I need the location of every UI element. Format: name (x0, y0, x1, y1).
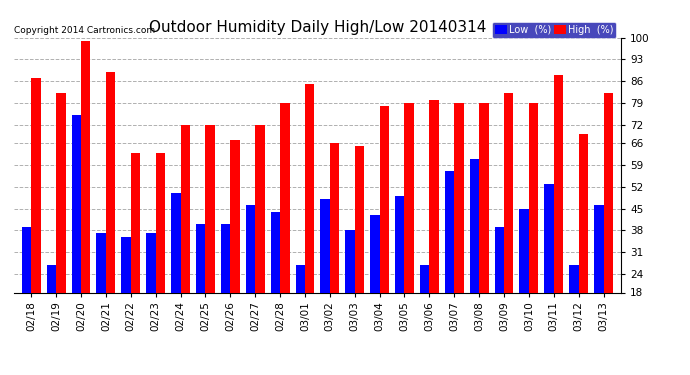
Bar (404, 103, 414, 292)
Bar (246, 206, 255, 292)
Bar (420, 264, 429, 292)
Bar (305, 84, 315, 292)
Bar (280, 103, 290, 292)
Title: Outdoor Humidity Daily High/Low 20140314: Outdoor Humidity Daily High/Low 20140314 (149, 20, 486, 35)
Bar (270, 211, 280, 292)
Bar (355, 146, 364, 292)
Bar (22, 227, 31, 292)
Bar (255, 124, 265, 292)
Bar (445, 171, 454, 292)
Bar (554, 75, 563, 292)
Bar (56, 93, 66, 292)
Bar (97, 233, 106, 292)
Bar (569, 264, 579, 292)
Bar (230, 140, 239, 292)
Bar (345, 230, 355, 292)
Bar (495, 227, 504, 292)
Bar (47, 264, 56, 292)
Bar (504, 93, 513, 292)
Bar (544, 184, 554, 292)
Bar (604, 93, 613, 292)
Bar (106, 72, 115, 292)
Bar (206, 124, 215, 292)
Bar (131, 153, 140, 292)
Bar (31, 78, 41, 292)
Bar (529, 103, 538, 292)
Bar (579, 134, 588, 292)
Bar (370, 215, 380, 292)
Bar (196, 224, 206, 292)
Bar (330, 143, 339, 292)
Bar (121, 237, 131, 292)
Bar (594, 206, 604, 292)
Bar (221, 224, 230, 292)
Bar (429, 100, 439, 292)
Bar (81, 40, 90, 292)
Bar (171, 193, 181, 292)
Bar (380, 106, 389, 292)
Bar (454, 103, 464, 292)
Bar (320, 199, 330, 292)
Bar (295, 264, 305, 292)
Bar (479, 103, 489, 292)
Bar (520, 209, 529, 292)
Text: Copyright 2014 Cartronics.com: Copyright 2014 Cartronics.com (14, 26, 155, 35)
Bar (181, 124, 190, 292)
Bar (470, 159, 479, 292)
Bar (395, 196, 404, 292)
Bar (72, 115, 81, 292)
Bar (156, 153, 165, 292)
Legend: Low  (%), High  (%): Low (%), High (%) (493, 22, 616, 38)
Bar (146, 233, 156, 292)
